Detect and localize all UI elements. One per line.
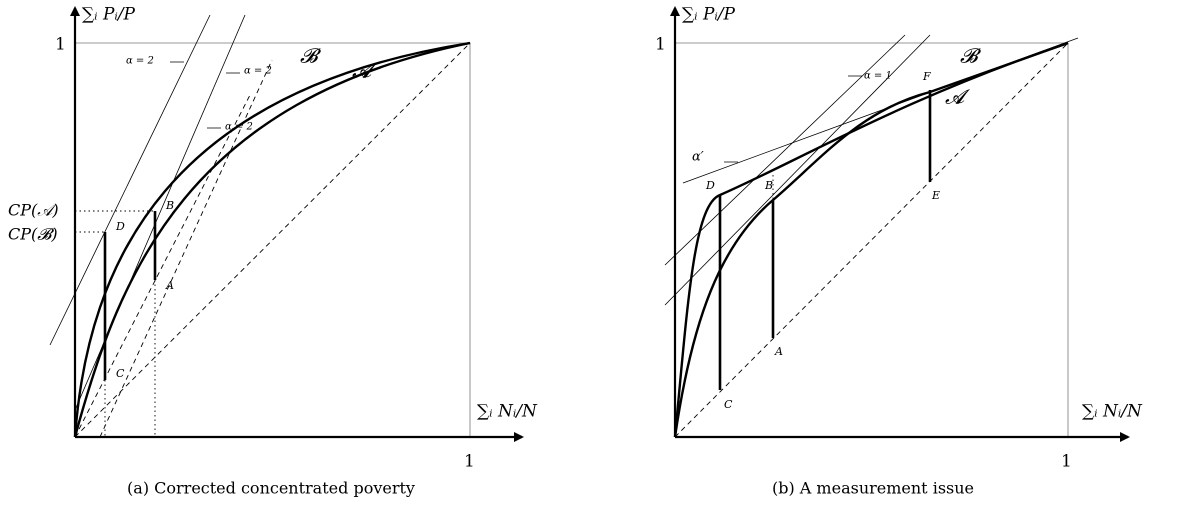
line-label: α = 2 [225, 122, 253, 133]
tangent-line [664, 34, 906, 266]
level-label: CP(𝒜) [8, 201, 59, 220]
curve-b [673, 41, 1069, 438]
curve-label: 𝓑 [960, 44, 982, 68]
diagonal [674, 42, 1069, 438]
line-label: α = 1 [864, 71, 892, 82]
point-label: A [774, 345, 783, 358]
x-axis-label: ∑ᵢ Nᵢ/N [1082, 402, 1143, 422]
point-label: C [724, 398, 733, 411]
curve-b [73, 41, 471, 438]
caption: (a) Corrected concentrated poverty [127, 479, 415, 498]
x-one: 1 [1061, 452, 1072, 472]
dotted-guide [75, 210, 156, 437]
point-label: D [115, 220, 125, 233]
label-tick [170, 61, 240, 129]
curve-label: 𝓑 [300, 44, 322, 68]
y-one: 1 [55, 35, 66, 55]
x-axis-label: ∑ᵢ Nᵢ/N [477, 402, 538, 422]
point-label: B [764, 179, 773, 192]
y-one: 1 [655, 35, 666, 55]
x-one: 1 [464, 452, 475, 472]
curve-a [73, 41, 471, 438]
gap-segment [103, 211, 157, 380]
line-label: α′ [692, 150, 704, 165]
tangent-line [664, 34, 931, 306]
line-label: α = 2 [126, 56, 154, 67]
point-label: F [922, 70, 931, 83]
point-label: C [116, 367, 125, 380]
point-label: E [931, 189, 940, 202]
line-label: α = 2 [244, 66, 272, 77]
dashed-line [74, 94, 251, 438]
caption: (b) A measurement issue [772, 479, 974, 498]
curve-label: 𝓐 [945, 85, 971, 109]
gap-segment [718, 90, 932, 390]
panel-a: ∑ᵢ Pᵢ/P ∑ᵢ Nᵢ/N 1 1 𝓑 𝓐 α = 2 α = 2 α = … [8, 5, 538, 498]
level-label: CP(𝓑) [8, 225, 58, 244]
y-axis-label: ∑ᵢ Pᵢ/P [682, 5, 736, 25]
tangent-line [49, 14, 211, 346]
point-label: A [165, 279, 174, 292]
diagonal [74, 42, 471, 438]
point-label: B [165, 199, 174, 212]
point-label: D [705, 179, 715, 192]
y-axis-label: ∑ᵢ Pᵢ/P [82, 5, 136, 25]
panel-b: ∑ᵢ Pᵢ/P ∑ᵢ Nᵢ/N 1 1 𝓑 𝓐 α = 1 α′ F D B E… [655, 5, 1143, 498]
label-tick [724, 75, 862, 163]
